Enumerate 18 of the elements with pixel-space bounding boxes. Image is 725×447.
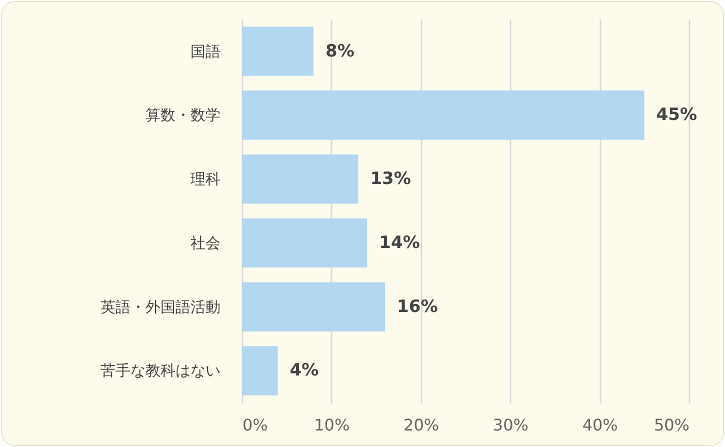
data-label: 13%: [370, 169, 411, 190]
x-tick-label: 10%: [314, 416, 350, 434]
x-tick-label: 30%: [492, 416, 528, 434]
data-label: 45%: [656, 105, 698, 126]
data-label: 8%: [326, 41, 354, 62]
y-tick-label: 算数・数学: [146, 106, 220, 124]
y-tick-label: 英語・外国語活動: [100, 298, 220, 316]
x-tick-label: 20%: [404, 416, 440, 434]
data-label: 14%: [379, 232, 420, 253]
x-tick-label: 40%: [582, 416, 618, 434]
y-tick-label: 苦手な教科はない: [100, 362, 220, 380]
y-tick-label: 社会: [190, 234, 220, 252]
y-tick-label: 国語: [190, 42, 220, 60]
data-label: 4%: [290, 360, 319, 381]
y-tick-label: 理科: [190, 170, 220, 188]
x-tick-label: 50%: [654, 416, 690, 434]
x-tick-label: 0%: [242, 416, 268, 434]
data-label: 16%: [397, 296, 438, 317]
